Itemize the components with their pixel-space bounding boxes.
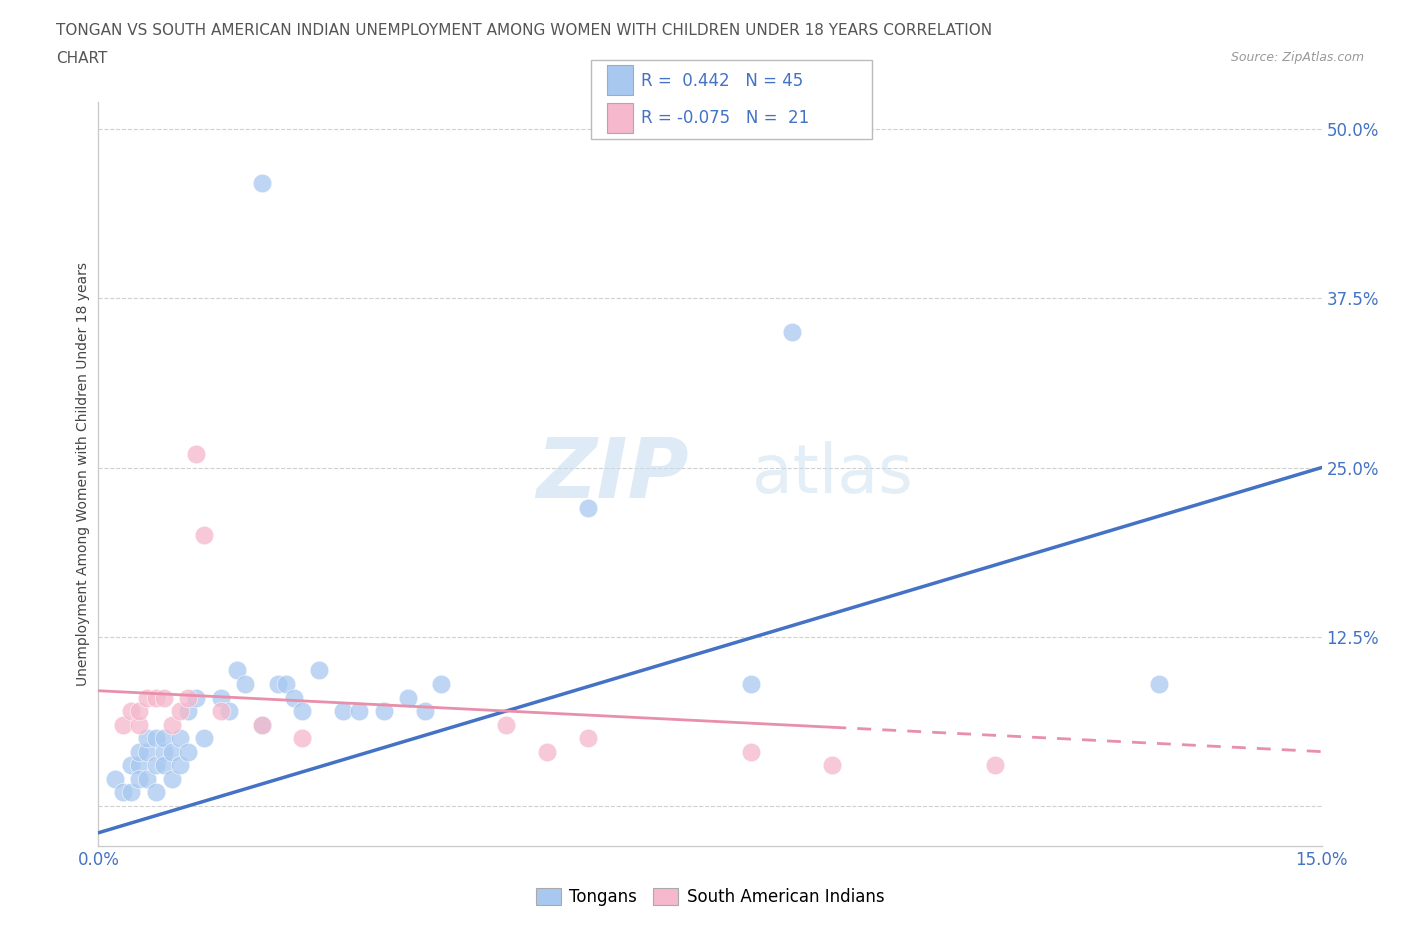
Y-axis label: Unemployment Among Women with Children Under 18 years: Unemployment Among Women with Children U… bbox=[76, 262, 90, 686]
Point bbox=[233, 676, 256, 691]
Point bbox=[209, 704, 232, 719]
Point bbox=[209, 690, 232, 705]
Point bbox=[218, 704, 240, 719]
Point bbox=[111, 717, 134, 732]
Legend: Tongans, South American Indians: Tongans, South American Indians bbox=[529, 881, 891, 912]
Point bbox=[821, 758, 844, 773]
Point bbox=[128, 704, 150, 719]
Point bbox=[111, 785, 134, 800]
Point bbox=[152, 758, 174, 773]
Point bbox=[152, 744, 174, 759]
Point bbox=[396, 690, 419, 705]
Point bbox=[145, 785, 167, 800]
Point bbox=[104, 771, 127, 786]
Point bbox=[186, 690, 208, 705]
Point bbox=[136, 744, 159, 759]
Point bbox=[120, 758, 142, 773]
Point bbox=[430, 676, 453, 691]
Point bbox=[160, 744, 183, 759]
Point bbox=[780, 325, 803, 339]
Point bbox=[169, 704, 191, 719]
Text: R =  0.442   N = 45: R = 0.442 N = 45 bbox=[641, 72, 803, 89]
Point bbox=[128, 758, 150, 773]
Point bbox=[250, 717, 273, 732]
Point bbox=[740, 744, 762, 759]
Point bbox=[120, 785, 142, 800]
Point bbox=[291, 731, 314, 746]
Point bbox=[136, 690, 159, 705]
Point bbox=[267, 676, 290, 691]
Point bbox=[177, 704, 200, 719]
Point bbox=[145, 731, 167, 746]
Text: ZIP: ZIP bbox=[536, 433, 689, 515]
Point bbox=[291, 704, 314, 719]
Point bbox=[536, 744, 558, 759]
Point bbox=[308, 663, 330, 678]
Point bbox=[160, 771, 183, 786]
Text: Source: ZipAtlas.com: Source: ZipAtlas.com bbox=[1230, 51, 1364, 64]
Point bbox=[136, 731, 159, 746]
Point bbox=[413, 704, 436, 719]
Point bbox=[193, 731, 215, 746]
Point bbox=[177, 744, 200, 759]
Point bbox=[274, 676, 297, 691]
Point bbox=[136, 771, 159, 786]
Text: R = -0.075   N =  21: R = -0.075 N = 21 bbox=[641, 109, 810, 126]
Point bbox=[160, 717, 183, 732]
Point bbox=[1147, 676, 1170, 691]
Point bbox=[984, 758, 1007, 773]
Point bbox=[373, 704, 395, 719]
Point bbox=[193, 527, 215, 542]
Point bbox=[145, 758, 167, 773]
Point bbox=[495, 717, 517, 732]
Point bbox=[120, 704, 142, 719]
Point bbox=[128, 771, 150, 786]
Point bbox=[332, 704, 354, 719]
Point bbox=[250, 717, 273, 732]
Point bbox=[226, 663, 249, 678]
Point bbox=[128, 717, 150, 732]
Point bbox=[145, 690, 167, 705]
Point bbox=[349, 704, 371, 719]
Point bbox=[152, 690, 174, 705]
Point bbox=[576, 500, 599, 515]
Text: TONGAN VS SOUTH AMERICAN INDIAN UNEMPLOYMENT AMONG WOMEN WITH CHILDREN UNDER 18 : TONGAN VS SOUTH AMERICAN INDIAN UNEMPLOY… bbox=[56, 23, 993, 38]
Text: CHART: CHART bbox=[56, 51, 108, 66]
Point bbox=[740, 676, 762, 691]
Text: atlas: atlas bbox=[752, 442, 912, 507]
Point bbox=[283, 690, 305, 705]
Point bbox=[186, 446, 208, 461]
Point bbox=[169, 731, 191, 746]
Point bbox=[169, 758, 191, 773]
Point bbox=[576, 731, 599, 746]
Point bbox=[177, 690, 200, 705]
Point bbox=[128, 744, 150, 759]
Point bbox=[152, 731, 174, 746]
Point bbox=[250, 176, 273, 191]
